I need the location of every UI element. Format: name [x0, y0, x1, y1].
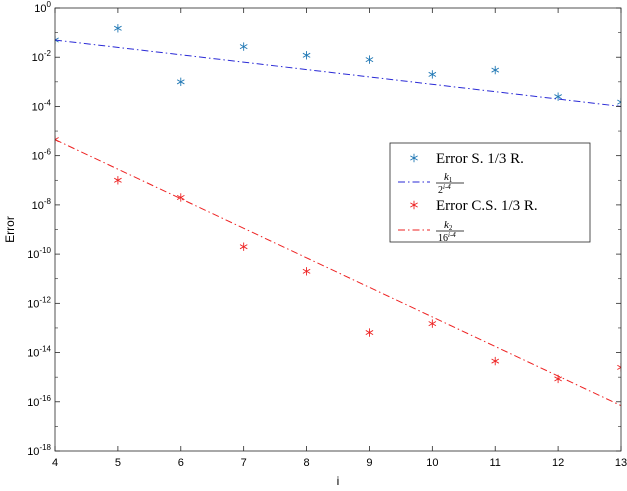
x-tick-label: 11: [490, 457, 501, 469]
legend-marker: [410, 153, 418, 163]
legend-fraction-denominator: 16i-4: [438, 231, 456, 244]
y-tick-label: 100: [34, 0, 51, 15]
data-point: [491, 356, 500, 366]
series-line-3: [55, 139, 621, 407]
legend-label: Error S. 1/3 R.: [436, 151, 524, 167]
x-tick-label: 8: [303, 457, 309, 469]
x-tick-label: 4: [52, 457, 58, 469]
data-point: [176, 193, 185, 202]
y-tick-label: 10-2: [32, 49, 52, 64]
legend-box: [389, 142, 591, 243]
data-point: [114, 176, 122, 185]
data-point: [365, 328, 374, 337]
data-point: [617, 363, 621, 372]
data-point: [239, 242, 248, 251]
x-tick-label: 7: [241, 457, 247, 469]
x-tick-label: 6: [178, 457, 184, 469]
y-tick-label: 10-10: [27, 246, 51, 261]
y-tick-label: 10-16: [27, 394, 51, 409]
legend-marker: [410, 200, 418, 210]
y-axis-label: Error: [3, 216, 17, 243]
legend-fraction-numerator: k2: [444, 219, 453, 232]
plot-area: [55, 24, 621, 407]
data-point: [176, 77, 185, 87]
x-tick-label: 12: [552, 457, 564, 469]
y-tick-label: 10-18: [27, 443, 51, 458]
data-point: [428, 319, 437, 328]
plot-series: [55, 24, 621, 407]
x-tick-label: 9: [366, 457, 372, 469]
data-point: [114, 24, 122, 33]
data-point: [365, 55, 374, 64]
data-point: [302, 267, 311, 276]
x-tick-label: 10: [426, 457, 438, 469]
x-tick-label: 13: [615, 457, 627, 469]
data-point: [55, 35, 59, 45]
axes: 4 5 6 7 8 9 10 11 12 13 100 10-2 10-4 10-6 10-8 10-10 10…: [3, 0, 627, 488]
legend-label: Error C.S. 1/3 R.: [436, 198, 538, 214]
series-line-1: [55, 39, 621, 107]
y-tick-label: 10-12: [27, 295, 51, 310]
x-axis-label: i: [337, 474, 340, 488]
data-point: [491, 65, 500, 75]
y-tick-label: 10-14: [27, 345, 51, 360]
y-tick-label: 10-8: [32, 197, 52, 212]
data-point: [239, 42, 248, 51]
y-tick-label: 10-6: [32, 148, 52, 163]
data-point: [617, 97, 621, 107]
data-point: [302, 51, 311, 60]
legend-fraction-numerator: k1: [444, 171, 453, 184]
x-tick-label: 5: [115, 457, 121, 469]
legend-fraction-denominator: 2i-4: [438, 183, 451, 196]
data-point: [428, 70, 437, 79]
y-tick-label: 10-4: [32, 98, 52, 113]
data-point: [554, 92, 562, 101]
